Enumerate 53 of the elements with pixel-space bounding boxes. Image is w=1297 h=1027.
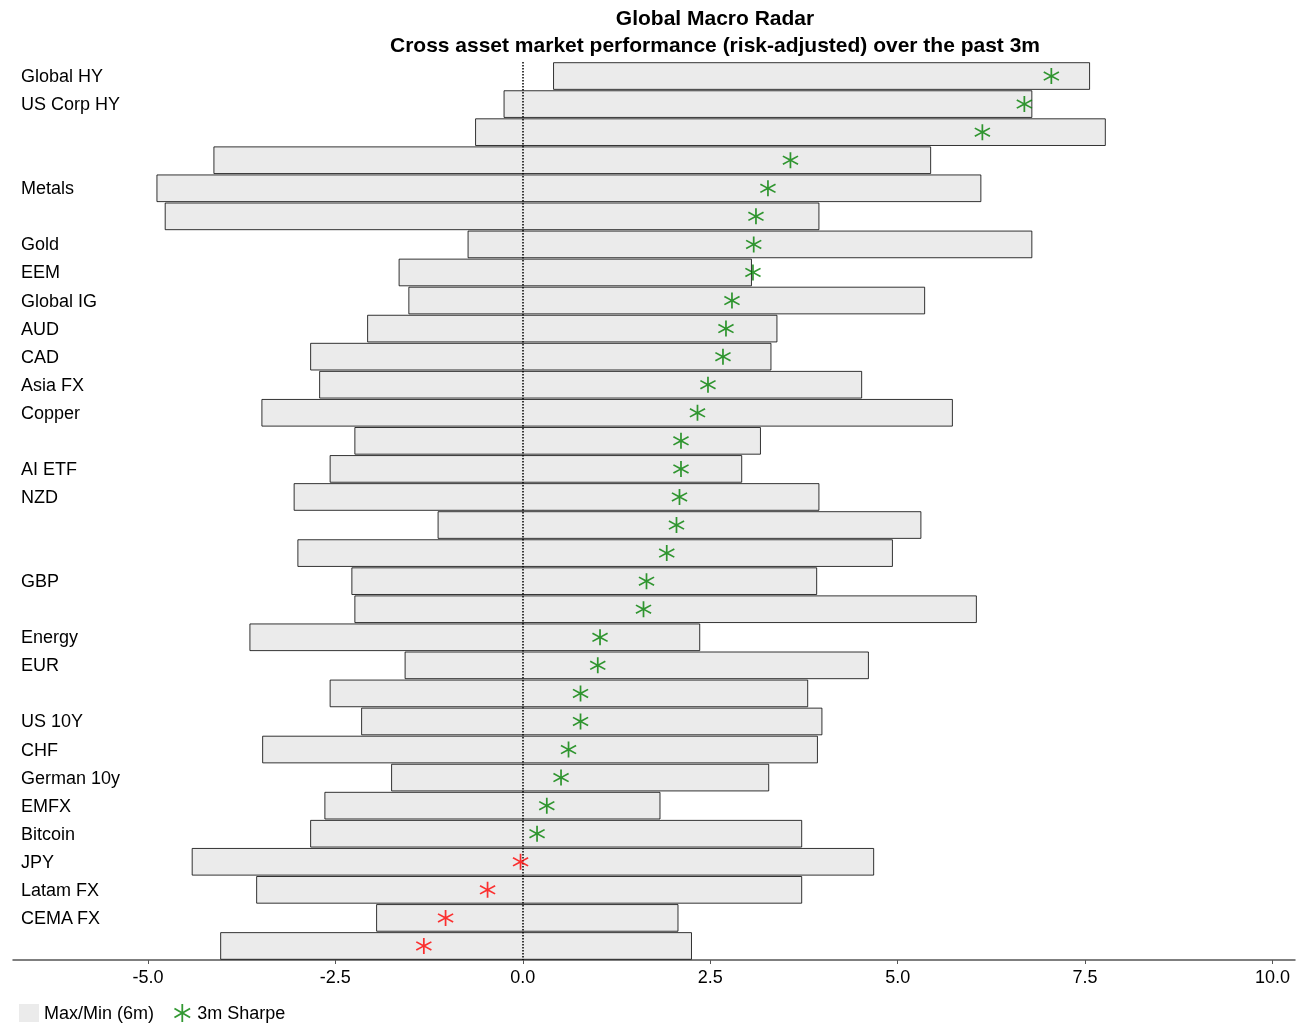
x-tick-label: 0.0 — [510, 967, 536, 987]
point — [723, 292, 740, 309]
x-tick-label: 2.5 — [697, 967, 723, 987]
y-tick-label: Latam FX — [21, 879, 100, 900]
y-tick-label: US Corp HY — [21, 94, 121, 115]
y-tick-label: EUR — [21, 655, 60, 676]
y-tick-label: GBP — [21, 571, 60, 592]
y-tick-label: Metals — [21, 178, 75, 199]
point — [589, 657, 606, 674]
y-tick-label: AUD — [21, 318, 60, 339]
point — [592, 629, 609, 646]
point — [747, 208, 764, 225]
y-tick-label: Asia FX — [21, 374, 85, 395]
y-tick-label: EMFX — [21, 795, 72, 816]
y-tick-label: Global IG — [21, 290, 98, 311]
y-tick-label: CHF — [21, 739, 58, 760]
y-tick-label: EEM — [21, 262, 61, 283]
x-tick-label: 10.0 — [1254, 967, 1291, 987]
y-tick-label: Gold — [21, 234, 60, 255]
y-tick-label: US 10Y — [21, 711, 84, 732]
point — [672, 432, 689, 449]
x-tick-label: -2.5 — [319, 967, 351, 987]
point — [1043, 68, 1060, 85]
point — [658, 545, 675, 562]
point — [717, 320, 734, 337]
point — [529, 825, 546, 842]
y-tick-label: Bitcoin — [21, 823, 76, 844]
y-tick-label: JPY — [21, 851, 55, 872]
point — [744, 264, 761, 281]
y-tick-label: NZD — [21, 486, 58, 507]
point — [699, 376, 716, 393]
chart-title: Global Macro Radar — [615, 6, 815, 29]
point — [553, 769, 570, 786]
point — [1016, 96, 1033, 113]
x-tick-label: 7.5 — [1072, 967, 1098, 987]
legend-label: 3m Sharpe — [197, 1003, 286, 1023]
legend-label: Max/Min (6m) — [44, 1003, 155, 1023]
point — [672, 460, 689, 477]
point — [415, 937, 432, 954]
y-tick-label: Energy — [21, 627, 79, 648]
point — [538, 797, 555, 814]
y-tick-label: CAD — [21, 346, 60, 367]
x-tick-label: -5.0 — [132, 967, 164, 987]
y-tick-label: German 10y — [21, 767, 121, 788]
y-tick-label: Copper — [21, 402, 81, 423]
y-tick-label: Global HY — [21, 66, 104, 87]
chart-subtitle: Cross asset market performance (risk-adjusted) over the past 3m — [389, 33, 1041, 56]
point — [759, 180, 776, 197]
point — [714, 348, 731, 365]
point — [745, 236, 762, 253]
y-tick-label: CEMA FX — [21, 907, 101, 928]
y-tick-label: AI ETF — [21, 458, 78, 479]
x-tick-label: 5.0 — [885, 967, 911, 987]
